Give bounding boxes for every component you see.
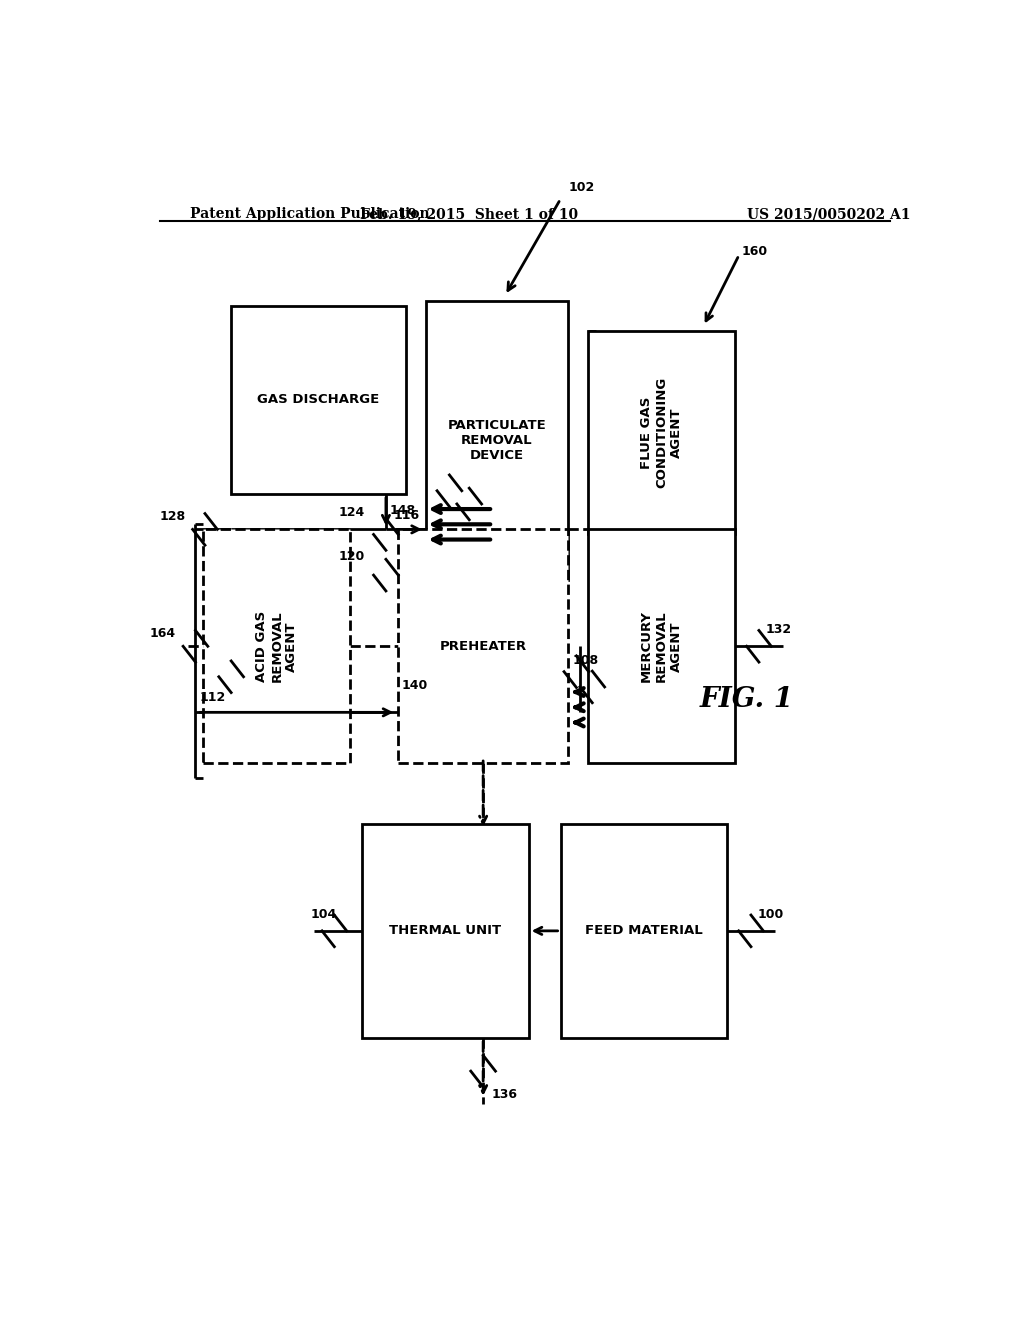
Text: 132: 132 xyxy=(765,623,792,636)
Text: PREHEATER: PREHEATER xyxy=(439,640,526,653)
Text: 136: 136 xyxy=(492,1088,517,1101)
Bar xyxy=(397,529,568,763)
Text: 124: 124 xyxy=(338,507,365,519)
Bar xyxy=(231,306,406,494)
Text: FIG. 1: FIG. 1 xyxy=(699,686,794,713)
Bar xyxy=(204,529,350,763)
Text: 108: 108 xyxy=(572,653,599,667)
Text: FLUE GAS
CONDITIONING
AGENT: FLUE GAS CONDITIONING AGENT xyxy=(640,378,683,488)
Text: US 2015/0050202 A1: US 2015/0050202 A1 xyxy=(748,207,910,222)
Bar xyxy=(588,529,735,763)
Text: 140: 140 xyxy=(401,678,428,692)
Text: 112: 112 xyxy=(200,692,225,704)
Bar xyxy=(426,301,568,581)
Text: 104: 104 xyxy=(310,908,337,921)
Bar xyxy=(588,331,735,535)
Text: GAS DISCHARGE: GAS DISCHARGE xyxy=(257,393,380,407)
Text: 128: 128 xyxy=(160,511,186,523)
Text: FEED MATERIAL: FEED MATERIAL xyxy=(585,924,702,937)
Text: Patent Application Publication: Patent Application Publication xyxy=(189,207,429,222)
Text: 102: 102 xyxy=(568,181,595,194)
Text: PARTICULATE
REMOVAL
DEVICE: PARTICULATE REMOVAL DEVICE xyxy=(447,418,547,462)
Bar xyxy=(362,824,528,1038)
Text: 148: 148 xyxy=(390,504,416,517)
Text: 160: 160 xyxy=(741,246,768,257)
Text: 120: 120 xyxy=(338,550,365,562)
Text: Feb. 19, 2015  Sheet 1 of 10: Feb. 19, 2015 Sheet 1 of 10 xyxy=(360,207,579,222)
Text: 164: 164 xyxy=(150,627,175,640)
Bar xyxy=(560,824,727,1038)
Text: ACID GAS
REMOVAL
AGENT: ACID GAS REMOVAL AGENT xyxy=(255,610,298,682)
Text: 100: 100 xyxy=(758,908,783,921)
Text: THERMAL UNIT: THERMAL UNIT xyxy=(389,924,502,937)
Text: MERCURY
REMOVAL
AGENT: MERCURY REMOVAL AGENT xyxy=(640,610,683,682)
Text: 116: 116 xyxy=(394,510,420,523)
